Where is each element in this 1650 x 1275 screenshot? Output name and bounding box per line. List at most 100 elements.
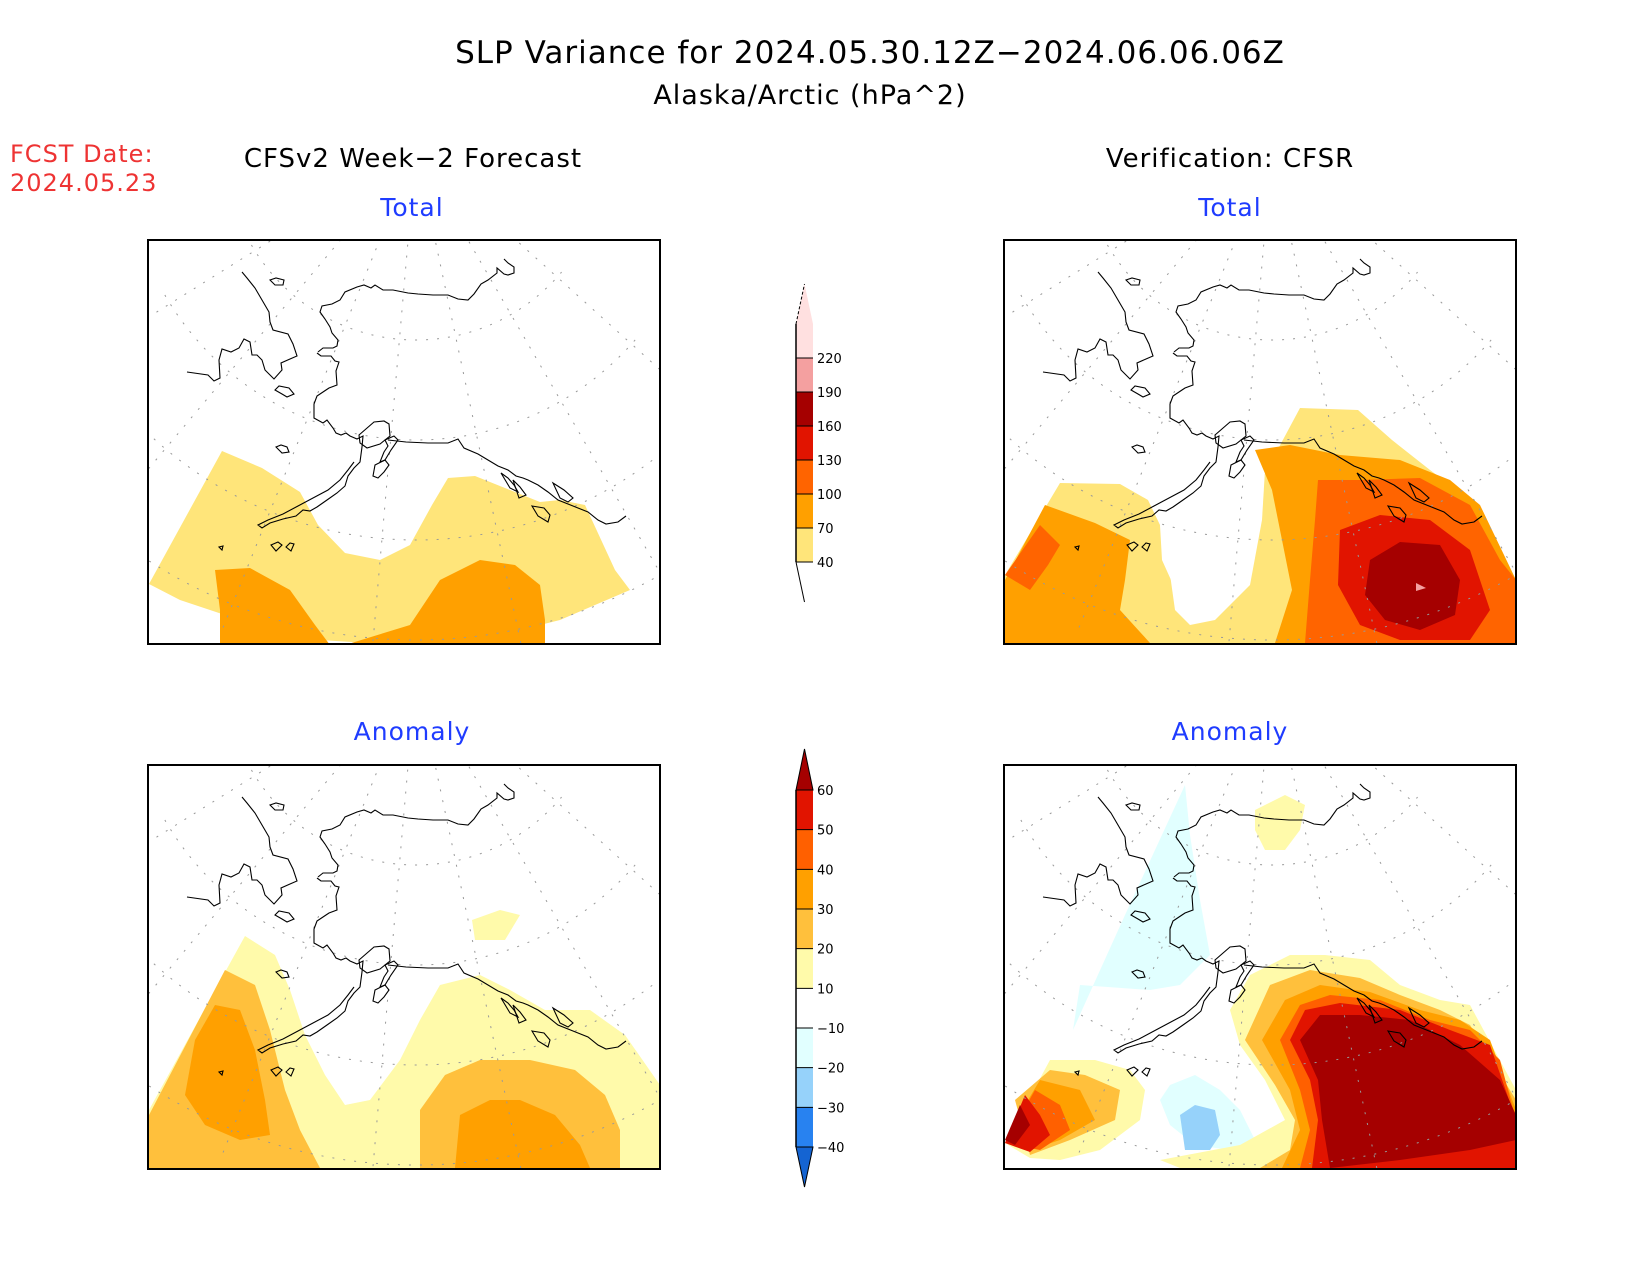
coastline-segment xyxy=(1073,1070,1080,1077)
coastline-segment xyxy=(1214,420,1247,449)
colorbar-arrow-below xyxy=(795,1146,814,1188)
coastline-segment xyxy=(1131,969,1146,979)
contour-fill-neg10-neg20 xyxy=(1073,785,1210,1030)
coastline-segment xyxy=(256,877,364,1054)
coastline-segment xyxy=(1386,1030,1407,1048)
map-panel-forecast-anomaly xyxy=(149,910,659,1168)
coastline-segment xyxy=(1042,271,1154,382)
map-overlay xyxy=(149,766,659,1168)
coastline-segment xyxy=(530,1030,551,1048)
contour-fill-below-40 xyxy=(1168,440,1265,625)
colorbar-tick-label: 220 xyxy=(817,352,842,367)
colorbar-tick-label: 70 xyxy=(817,522,834,537)
graticule-meridian xyxy=(516,766,659,895)
colorbar-bin xyxy=(796,790,813,830)
coastline-segment xyxy=(268,802,285,811)
colorbar-bin xyxy=(796,324,813,358)
coastline-segment xyxy=(1073,545,1080,552)
graticule-meridian xyxy=(149,766,272,843)
plot-frame-verification-anomaly xyxy=(1003,764,1517,1170)
contour-fill-70-100 xyxy=(351,560,545,643)
coastline-segment xyxy=(1141,1067,1151,1077)
coastline-segment xyxy=(186,796,298,907)
coastline-segment xyxy=(1214,945,1247,974)
colorbar-bin xyxy=(796,988,813,1028)
coastline-segment xyxy=(317,783,515,878)
coastline-segment xyxy=(387,438,627,525)
map-overlay xyxy=(149,241,659,643)
coastline-segment xyxy=(217,545,224,552)
coastline-segment xyxy=(372,984,390,1004)
map-panel-verification-total xyxy=(1005,408,1515,643)
coastline-segment xyxy=(274,910,295,923)
graticule-meridian xyxy=(149,241,272,318)
colorbar-tick-label: −20 xyxy=(817,1062,844,1077)
coastline-segment xyxy=(1124,277,1141,286)
coastline-segment xyxy=(217,1070,224,1077)
coastline-segment xyxy=(1228,984,1246,1004)
colorbar-bin xyxy=(796,869,813,909)
contour-fill-190-220 xyxy=(1416,583,1426,591)
colorbar-tick-label: −10 xyxy=(817,1022,844,1037)
graticule-meridian xyxy=(1005,241,1128,318)
colorbar-bin xyxy=(796,948,813,989)
coastline-segment xyxy=(1368,479,1383,499)
graticule-parallel xyxy=(149,433,659,541)
plot-frame-forecast-total xyxy=(147,239,661,645)
map-overlay xyxy=(1005,766,1515,1168)
coastline-segment xyxy=(358,945,391,974)
graticule-meridian xyxy=(516,241,659,370)
colorbar-tick-label: 130 xyxy=(817,454,842,469)
chart-subtitle: Alaska/Arctic (hPa^2) xyxy=(653,80,966,111)
colorbar-tick-label: 50 xyxy=(817,824,834,839)
coastline-segment xyxy=(285,542,295,552)
colorbar-bin xyxy=(796,1067,813,1108)
contour-fill-10-20 xyxy=(472,910,520,940)
colorbar-bin xyxy=(796,392,813,426)
coastline-segment xyxy=(285,1067,295,1077)
coastline-segment xyxy=(1386,505,1407,523)
coastline-segment xyxy=(186,271,298,382)
coastline-segment xyxy=(274,385,295,398)
fcst-date-label: FCST Date: xyxy=(10,140,154,168)
coastline-segment xyxy=(551,1006,574,1028)
colorbar-arrow-outline xyxy=(795,283,805,325)
panel-title-verification-total: Total xyxy=(1197,193,1261,222)
colorbar-tick-label: 40 xyxy=(817,556,834,571)
colorbar-bin xyxy=(796,426,813,460)
contour-fill-70-100 xyxy=(215,568,329,643)
graticule-parallel xyxy=(1005,433,1515,541)
graticule-parallel xyxy=(1005,958,1515,1066)
coastline-segment xyxy=(275,969,290,979)
colorbar-bin xyxy=(796,829,813,870)
coastline xyxy=(186,783,627,1077)
graticule-parallel xyxy=(1020,819,1495,966)
coastline-segment xyxy=(1112,352,1220,529)
coastline-segment xyxy=(1131,444,1146,454)
graticule-parallel xyxy=(1020,294,1495,441)
coastline-segment xyxy=(372,459,390,479)
contour-fill-100-130 xyxy=(1005,525,1060,590)
colorbar-tick-label: −40 xyxy=(817,1141,844,1156)
fcst-date-value: 2024.05.23 xyxy=(10,169,157,197)
coastline-segment xyxy=(1173,783,1371,878)
coastline-segment xyxy=(1126,1066,1139,1077)
coastline-segment xyxy=(512,1004,527,1024)
map-panel-forecast-total xyxy=(149,451,630,643)
coastline-segment xyxy=(1130,385,1151,398)
coastline-segment xyxy=(1042,796,1154,907)
coastline-segment xyxy=(1243,963,1483,1050)
coastline xyxy=(1042,783,1483,1077)
coastline-segment xyxy=(358,420,391,449)
contour-fill-160-190 xyxy=(1365,542,1460,630)
map-panel-verification-anomaly xyxy=(1005,785,1515,1168)
colorbar-tick-label: 10 xyxy=(817,982,834,997)
colorbar-arrow-above xyxy=(795,748,814,791)
graticule-parallel xyxy=(164,294,639,441)
colorbar-bin xyxy=(796,1107,813,1147)
panel-title-forecast-anomaly: Anomaly xyxy=(354,717,471,746)
coastline-segment xyxy=(1407,1006,1430,1028)
colorbar-tick-label: −30 xyxy=(817,1101,844,1116)
contour-fill-neg20-neg30 xyxy=(1180,1105,1220,1150)
coastline xyxy=(1042,258,1483,552)
